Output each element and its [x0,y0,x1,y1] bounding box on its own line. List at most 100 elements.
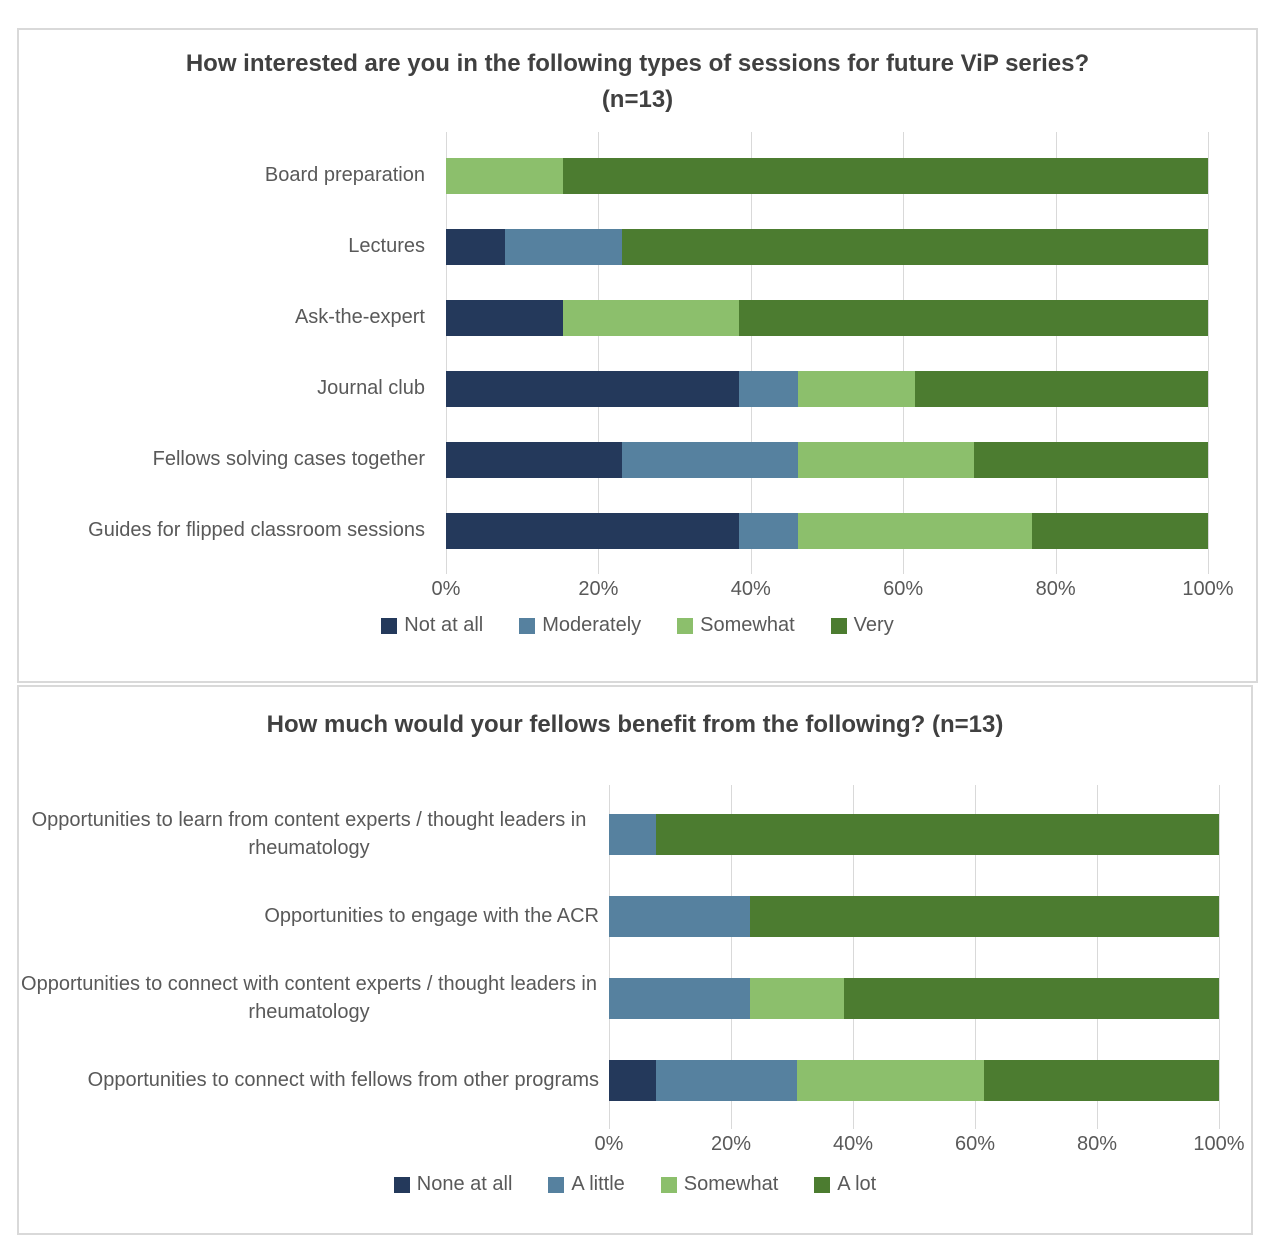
bar-track [609,977,1219,1019]
bar-segment-moderately [504,228,622,265]
chart-row: Opportunities to connect with fellows fr… [19,1039,1251,1121]
gridline-0% [446,132,447,574]
chart-row: Opportunities to connect with content ex… [19,957,1251,1039]
category-cell: Opportunities to connect with content ex… [19,970,609,1027]
bar-segment-a-little [609,977,750,1019]
bar-track [446,370,1208,407]
legend-label: None at all [416,1173,513,1195]
bar-segment-not-at-all [446,299,564,336]
bar-segment-very [973,441,1208,478]
chart-title: How much would your fellows benefit from… [266,711,1004,738]
gridline-100% [1219,785,1220,1129]
bar-segment-a-little [609,895,750,937]
bar-segment-a-lot [843,977,1219,1019]
legend-item-a-lot: A lot [814,1173,876,1196]
axis-tick-label: 100% [1193,1133,1245,1155]
axis-tick-label: 40% [832,1133,874,1155]
axis-track: 0% 20% 40% 60% 80% 100% [432,566,1234,600]
category-label: Opportunities to learn from content expe… [31,808,587,859]
axis-tick-label: 20% [710,1133,752,1155]
category-label: Board preparation [264,164,425,187]
axis-tick-label: 60% [883,578,924,600]
legend-swatch-not-at-all [381,617,398,634]
bar-segment-somewhat [446,157,564,194]
category-label: Lectures [348,235,425,258]
chart-row: Opportunities to engage with the ACR [19,875,1251,957]
bar-chart-session-interest: Board preparation Lectures Ask-the-expert J… [19,132,1256,574]
axis-tick-label: 80% [1035,578,1076,600]
bar-track [609,1059,1219,1101]
category-label: Opportunities to connect with content ex… [21,972,597,1023]
bar-segment-a-little [655,1059,797,1101]
bar-track [609,813,1219,855]
legend-item-a-little: A little [548,1173,625,1196]
bar-segment-moderately [621,441,798,478]
legend-label: Not at all [404,614,484,636]
bar-track [446,512,1208,549]
legend: None at all A little Somewhat A lot [19,1173,1251,1196]
bar-segment-a-lot [655,813,1219,855]
bar-segment-not-at-all [446,228,505,265]
axis-tick-label: 0% [431,578,461,600]
axis-tick-label: 80% [1076,1133,1118,1155]
x-axis: 0% 20% 40% 60% 80% 100% [19,1121,1251,1155]
chart-title: How interested are you in the following … [185,50,1090,113]
axis-tick-label: 40% [730,578,771,600]
category-label: Journal club [317,377,425,400]
bar-segment-moderately [739,512,798,549]
bar-segment-very [914,370,1208,407]
category-cell: Ask-the-expert [19,303,446,331]
bar-rows: Opportunities to learn from content expe… [19,793,1251,1121]
bar-segment-somewhat [797,441,974,478]
axis-tick-label: 20% [578,578,619,600]
plot-gridlines [446,132,1209,574]
gridline-80% [1055,132,1057,574]
axis-spacer [19,1121,609,1155]
gridline-60% [975,785,976,1129]
category-label: Opportunities to connect with fellows fr… [87,1068,599,1091]
category-cell: Opportunities to learn from content expe… [19,806,609,863]
bar-segment-a-little [609,813,656,855]
gridline-20% [731,785,732,1129]
chart-row: Lectures [19,211,1256,282]
chart-panel-session-interest: How interested are you in the following … [17,28,1258,683]
chart-row: Board preparation [19,140,1256,211]
bar-segment-somewhat [797,512,1033,549]
category-cell: Lectures [19,232,446,260]
legend-label: Somewhat [683,1173,779,1195]
legend-label: Very [853,614,894,636]
bar-track [446,228,1208,265]
bar-segment-a-lot [984,1059,1219,1101]
chart-row: Ask-the-expert [19,282,1256,353]
legend-swatch-somewhat [660,1176,677,1193]
category-cell: Opportunities to engage with the ACR [19,902,609,930]
category-cell: Board preparation [19,161,446,189]
bar-segment-not-at-all [446,370,740,407]
bar-segment-somewhat [797,370,915,407]
bar-segment-very [621,228,1208,265]
bar-track [446,299,1208,336]
legend-item-none-at-all: None at all [393,1173,513,1196]
gridline-40% [750,132,752,574]
bar-segment-somewhat [563,299,740,336]
bar-track [446,157,1208,194]
bar-track [446,441,1208,478]
x-axis: 0% 20% 40% 60% 80% 100% [19,566,1256,600]
axis-tick-label: 100% [1182,578,1234,600]
axis-track: 0% 20% 40% 60% 80% 100% [595,1121,1245,1155]
category-label: Guides for flipped classroom sessions [88,519,425,542]
chart-row: Guides for flipped classroom sessions [19,495,1256,566]
category-cell: Journal club [19,374,446,402]
legend-label: Somewhat [700,614,795,636]
bar-segment-somewhat [796,1059,985,1101]
bar-segment-a-lot [749,895,1219,937]
category-label: Opportunities to engage with the ACR [264,904,599,927]
bar-segment-not-at-all [446,441,622,478]
legend: Not at all Moderately Somewhat Very [19,614,1256,637]
axis-tick-label: 60% [954,1133,996,1155]
legend-swatch-a-little [548,1176,565,1193]
category-cell: Fellows solving cases together [19,445,446,473]
bar-segment-none-at-all [609,1059,656,1101]
category-label: Fellows solving cases together [152,448,425,471]
